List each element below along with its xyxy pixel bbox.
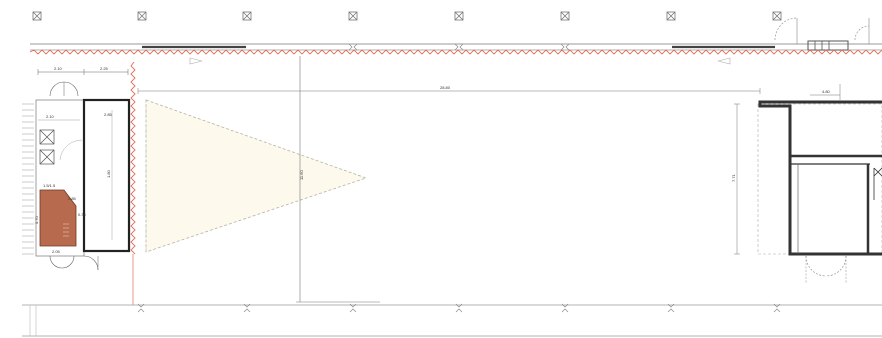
dim-triangle-height: 11.60 bbox=[299, 170, 304, 180]
top-wall bbox=[30, 11, 882, 65]
label-small-a: 1.5/1.5 bbox=[43, 183, 56, 188]
dim-room-height: 1.80 bbox=[106, 169, 111, 178]
dim-inner-left-b: 2.85 bbox=[104, 112, 113, 117]
dim-right-block-height: 7.71 bbox=[731, 173, 736, 182]
left-service-room: 2.10 2.25 2.10 2.85 1.80 bbox=[22, 66, 131, 271]
dim-overall-width: 28.80 bbox=[440, 85, 451, 90]
right-building: 4.80 7.71 bbox=[731, 84, 882, 284]
label-small-b: 0.70 bbox=[34, 215, 39, 224]
dim-right-top: 4.80 bbox=[822, 89, 831, 94]
red-boundary-left bbox=[130, 61, 136, 255]
equipment-box-2 bbox=[39, 149, 55, 165]
dim-top-left-b: 2.25 bbox=[100, 66, 109, 71]
dim-inner-left-a: 2.10 bbox=[46, 114, 55, 119]
label-small-c: 2.85 bbox=[68, 196, 77, 201]
bottom-wall bbox=[22, 303, 882, 337]
equipment-box-1 bbox=[39, 129, 55, 145]
triangle-zone bbox=[145, 99, 368, 253]
label-small-e: 2.05 bbox=[52, 249, 61, 254]
dim-top-left-a: 2.10 bbox=[54, 66, 63, 71]
red-boundary-top bbox=[29, 49, 882, 55]
label-small-d: 0.35 bbox=[78, 212, 87, 217]
